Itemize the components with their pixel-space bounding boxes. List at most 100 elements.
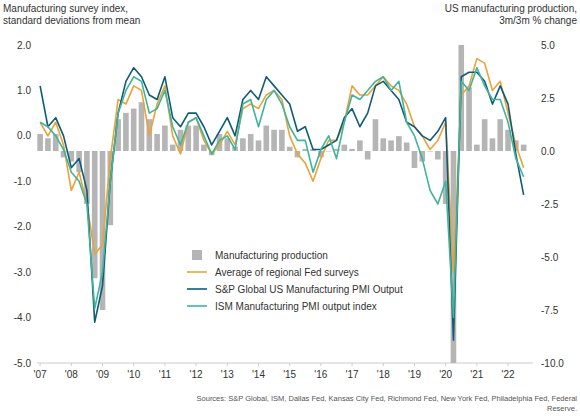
y-tick-label: -3.0 [14,267,32,278]
legend-swatch [192,250,202,260]
x-tick-label: '11 [159,369,172,380]
bar [326,151,332,153]
x-tick-label: '12 [190,369,203,380]
y-tick [34,317,37,318]
bar [154,134,160,151]
y2-tick-label: -2.5 [541,199,559,210]
plot-area [37,45,526,363]
x-axis-line [37,363,533,364]
y2-tick [533,363,536,364]
bar [474,145,480,151]
y-tick-label: 0.0 [17,130,31,141]
bar [279,130,285,151]
y-tick [34,181,37,182]
y2-axis-title: 3m/3m % change [499,15,577,26]
x-tick-label: '08 [65,369,78,380]
bar [482,119,488,151]
x-tick-label: '14 [252,369,265,380]
y2-tick [533,45,536,46]
y-tick [34,226,37,227]
bar [404,143,410,151]
legend-label: Average of regional Fed surveys [215,267,359,278]
bar [37,134,43,151]
bar [201,145,207,151]
y2-tick [533,257,536,258]
bar [170,145,176,151]
bar [349,149,355,151]
bar [396,136,402,151]
x-tick-label: '21 [470,369,483,380]
bar [373,119,379,151]
bar [123,113,129,151]
x-tick-label: '16 [314,369,327,380]
y2-tick-label: -7.5 [541,305,559,316]
chart-svg: Manufacturing survey index,standard devi… [0,0,580,420]
x-tick-label: '18 [377,369,390,380]
source-note: Sources: S&P Global, ISM, Dallas Fed, Ka… [197,394,578,403]
x-tick-label: '09 [96,369,109,380]
y-tick-label: 2.0 [17,40,31,51]
bar [162,126,168,151]
bar [248,134,254,151]
y2-tick [533,98,536,99]
bar [365,151,371,159]
bar [427,151,433,153]
bar [92,151,98,278]
bar [490,138,496,151]
x-tick-label: '20 [439,369,452,380]
legend-label: ISM Manufacturing PMI output index [215,301,377,312]
y2-tick [533,151,536,152]
y2-tick [533,204,536,205]
bar [240,138,246,151]
bar [287,147,293,151]
y2-tick [533,310,536,311]
source-note: Reserve. [547,404,577,413]
x-tick-label: '19 [408,369,421,380]
bar [45,138,51,151]
y-tick [34,272,37,273]
bar [263,126,269,151]
bar [466,87,472,151]
bar [497,119,503,151]
y-tick [34,45,37,46]
y2-tick-label: 2.5 [541,93,555,104]
bar [357,140,363,151]
y2-tick-label: 0.0 [541,146,555,157]
legend-swatch [187,271,207,273]
y2-tick-label: -10.0 [541,358,564,369]
bar [341,145,347,151]
y-tick-label: -5.0 [14,358,32,369]
legend-label: Manufacturing production [215,250,328,261]
bar [521,145,527,151]
y2-axis-title: US manufacturing production, [445,3,577,14]
x-tick-label: '13 [221,369,234,380]
x-tick-label: '22 [502,369,515,380]
bar [131,109,137,151]
y-tick [34,90,37,91]
legend-swatch [187,305,207,307]
bar [256,140,262,151]
legend-label: S&P Global US Manufacturing PMI Output [215,284,403,295]
y2-tick-label: 5.0 [541,40,555,51]
y-tick-label: 1.0 [17,85,31,96]
x-tick-label: '15 [283,369,296,380]
bar [388,140,394,151]
y2-tick-label: -5.0 [541,252,559,263]
y-tick-label: -2.0 [14,221,32,232]
legend-swatch [187,288,207,290]
bar [139,102,145,151]
bar [435,151,441,159]
line [40,68,524,341]
chart-container: Manufacturing survey index,standard devi… [0,0,580,420]
legend: Manufacturing production Average of regio… [187,250,403,312]
bar [271,130,277,151]
x-tick-label: '07 [34,369,47,380]
x-tick-label: '10 [127,369,140,380]
y-tick [34,363,37,364]
y-tick-label: -4.0 [14,312,32,323]
y-axis-title: standard deviations from mean [3,15,140,26]
x-tick-label: '17 [346,369,359,380]
y-axis-title: Manufacturing survey index, [3,3,128,14]
line [40,68,524,318]
bar [412,151,418,168]
